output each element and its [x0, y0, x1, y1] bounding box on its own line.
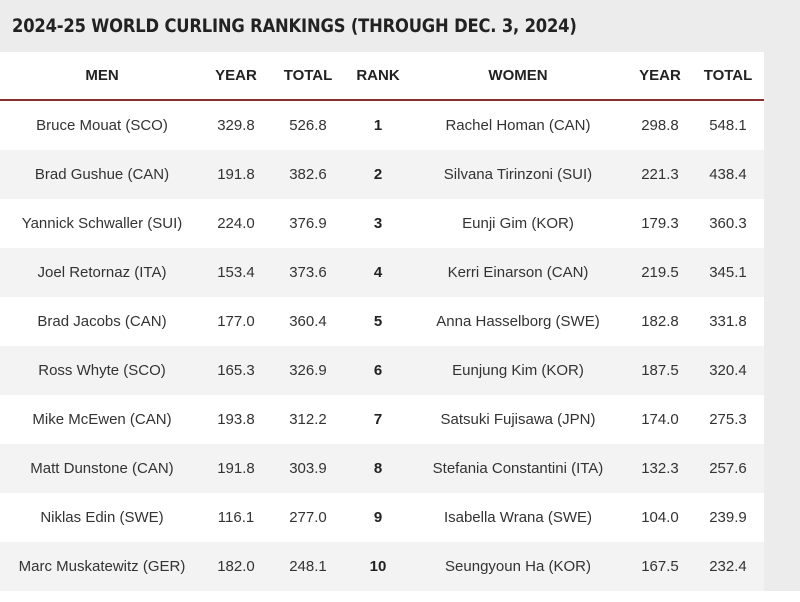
men-year-cell: 224.0 — [217, 215, 255, 232]
women-column-header: WOMEN — [408, 52, 628, 101]
men-total-cell: 376.9 — [289, 215, 327, 232]
women-year-cell: 104.0 — [641, 509, 679, 526]
women-name-cell: Kerri Einarson (CAN) — [408, 248, 628, 297]
men-total-cell: 303.9 — [268, 444, 348, 493]
women-total-cell: 345.1 — [692, 248, 764, 297]
table-row: Bruce Mouat (SCO) 329.8 526.8 1 Rachel H… — [0, 100, 764, 150]
table-row: Ross Whyte (SCO) 165.3 326.9 6 Eunjung K… — [0, 346, 764, 395]
men-year-cell: 193.8 — [217, 411, 255, 428]
rank-cell: 3 — [373, 215, 383, 232]
women-name-cell: Seungyoun Ha (KOR) — [408, 542, 628, 591]
women-total-cell: 275.3 — [709, 411, 747, 428]
women-year-cell: 167.5 — [628, 542, 692, 591]
women-total-cell: 320.4 — [692, 346, 764, 395]
women-total-cell: 331.8 — [709, 313, 747, 330]
women-total-column-header: TOTAL — [692, 52, 764, 101]
title-bar: 2024-25 WORLD CURLING RANKINGS (THROUGH … — [0, 0, 800, 52]
rank-cell: 1 — [373, 117, 383, 134]
men-column-header: MEN — [0, 52, 204, 101]
header-row: MEN YEAR TOTAL RANK WOMEN YEAR TOTAL — [0, 52, 764, 101]
men-total-cell: 277.0 — [289, 509, 327, 526]
men-name-cell: Bruce Mouat (SCO) — [36, 117, 168, 134]
men-year-cell: 191.8 — [204, 150, 268, 199]
table-row: Niklas Edin (SWE) 116.1 277.0 9 Isabella… — [0, 493, 764, 542]
table-row: Marc Muskatewitz (GER) 182.0 248.1 10 Se… — [0, 542, 764, 591]
women-name-cell: Anna Hasselborg (SWE) — [436, 313, 600, 330]
women-year-cell: 298.8 — [641, 117, 679, 134]
women-year-cell: 221.3 — [628, 150, 692, 199]
women-total-cell: 257.6 — [692, 444, 764, 493]
men-name-cell: Matt Dunstone (CAN) — [0, 444, 204, 493]
women-total-cell: 232.4 — [692, 542, 764, 591]
women-total-cell: 239.9 — [709, 509, 747, 526]
rank-column-header: RANK — [348, 52, 408, 101]
men-year-column-header: YEAR — [204, 52, 268, 101]
men-name-cell: Marc Muskatewitz (GER) — [0, 542, 204, 591]
men-name-cell: Brad Gushue (CAN) — [0, 150, 204, 199]
men-name-cell: Mike McEwen (CAN) — [32, 411, 172, 428]
table-row: Mike McEwen (CAN) 193.8 312.2 7 Satsuki … — [0, 395, 764, 444]
women-year-cell: 182.8 — [641, 313, 679, 330]
table-row: Brad Jacobs (CAN) 177.0 360.4 5 Anna Has… — [0, 297, 764, 346]
men-total-cell: 326.9 — [268, 346, 348, 395]
women-name-cell: Stefania Constantini (ITA) — [408, 444, 628, 493]
men-year-cell: 165.3 — [204, 346, 268, 395]
table-row: Matt Dunstone (CAN) 191.8 303.9 8 Stefan… — [0, 444, 764, 493]
women-name-cell: Eunji Gim (KOR) — [462, 215, 574, 232]
men-total-cell: 526.8 — [289, 117, 327, 134]
table-row: Yannick Schwaller (SUI) 224.0 376.9 3 Eu… — [0, 199, 764, 248]
rank-cell: 10 — [348, 542, 408, 591]
women-total-cell: 548.1 — [709, 117, 747, 134]
men-total-cell: 248.1 — [268, 542, 348, 591]
women-name-cell: Rachel Homan (CAN) — [445, 117, 591, 134]
women-name-cell: Isabella Wrana (SWE) — [443, 509, 593, 526]
women-year-cell: 174.0 — [641, 411, 679, 428]
rank-cell: 2 — [348, 150, 408, 199]
table-row: Joel Retornaz (ITA) 153.4 373.6 4 Kerri … — [0, 248, 764, 297]
rank-cell: 7 — [373, 411, 383, 428]
rank-cell: 4 — [348, 248, 408, 297]
rank-cell: 9 — [373, 509, 383, 526]
men-name-cell: Brad Jacobs (CAN) — [37, 313, 167, 330]
rank-cell: 5 — [373, 313, 383, 330]
women-year-cell: 179.3 — [641, 215, 679, 232]
men-total-cell: 312.2 — [289, 411, 327, 428]
women-name-cell: Eunjung Kim (KOR) — [408, 346, 628, 395]
men-year-cell: 116.1 — [217, 509, 255, 526]
right-margin — [764, 52, 800, 591]
women-total-cell: 360.3 — [709, 215, 747, 232]
women-total-cell: 438.4 — [692, 150, 764, 199]
men-name-cell: Joel Retornaz (ITA) — [0, 248, 204, 297]
men-total-column-header: TOTAL — [268, 52, 348, 101]
women-year-cell: 219.5 — [628, 248, 692, 297]
men-name-cell: Ross Whyte (SCO) — [0, 346, 204, 395]
rankings-table-wrap: MEN YEAR TOTAL RANK WOMEN YEAR TOTAL Bru… — [0, 52, 800, 591]
women-year-column-header: YEAR — [628, 52, 692, 101]
men-year-cell: 153.4 — [204, 248, 268, 297]
men-total-cell: 360.4 — [289, 313, 327, 330]
men-total-cell: 373.6 — [268, 248, 348, 297]
table-row: Brad Gushue (CAN) 191.8 382.6 2 Silvana … — [0, 150, 764, 199]
table-body: Bruce Mouat (SCO) 329.8 526.8 1 Rachel H… — [0, 100, 764, 591]
men-year-cell: 191.8 — [204, 444, 268, 493]
men-year-cell: 177.0 — [217, 313, 255, 330]
men-year-cell: 329.8 — [217, 117, 255, 134]
men-name-cell: Niklas Edin (SWE) — [40, 509, 164, 526]
rank-cell: 6 — [348, 346, 408, 395]
rankings-table: MEN YEAR TOTAL RANK WOMEN YEAR TOTAL Bru… — [0, 52, 764, 591]
page-title: 2024-25 WORLD CURLING RANKINGS (THROUGH … — [12, 15, 577, 37]
women-year-cell: 187.5 — [628, 346, 692, 395]
men-total-cell: 382.6 — [268, 150, 348, 199]
rank-cell: 8 — [348, 444, 408, 493]
women-name-cell: Satsuki Fujisawa (JPN) — [440, 411, 596, 428]
men-name-cell: Yannick Schwaller (SUI) — [21, 215, 183, 232]
women-name-cell: Silvana Tirinzoni (SUI) — [408, 150, 628, 199]
men-year-cell: 182.0 — [204, 542, 268, 591]
women-year-cell: 132.3 — [628, 444, 692, 493]
